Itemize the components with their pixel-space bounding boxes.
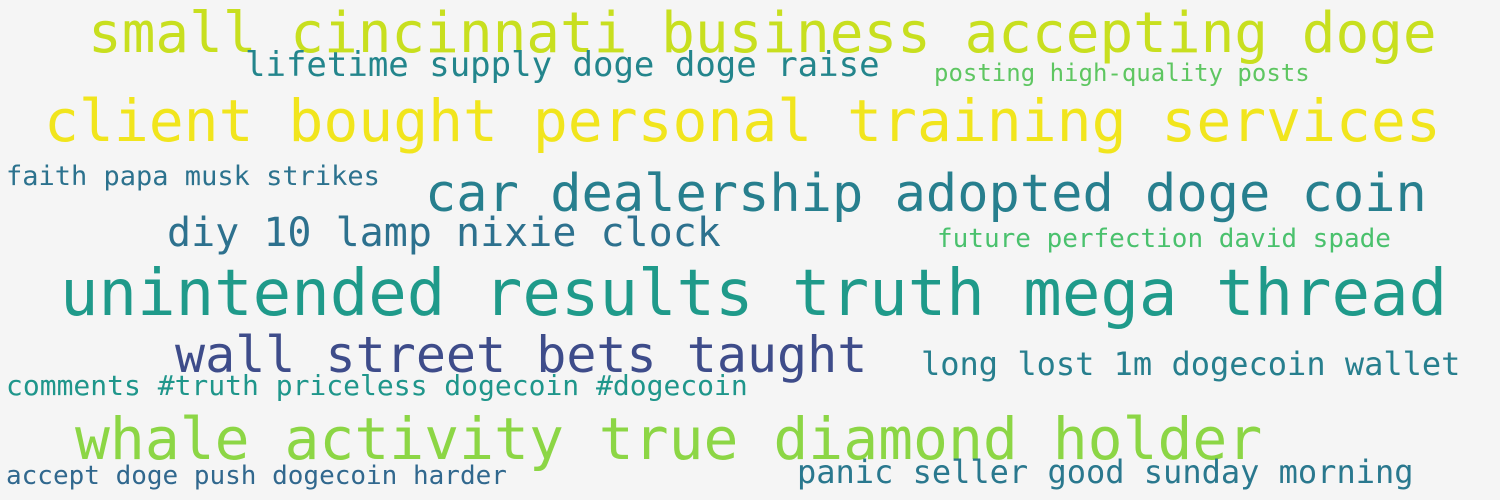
phrase-posting-high-quality: posting high-quality posts: [934, 59, 1310, 87]
phrase-unintended-results: unintended results truth mega thread: [60, 257, 1448, 331]
phrase-panic-seller: panic seller good sunday morning: [797, 453, 1414, 491]
phrase-client-bought-personal: client bought personal training services: [44, 87, 1441, 155]
phrase-wall-street-bets: wall street bets taught: [175, 326, 868, 384]
phrase-long-lost-wallet: long lost 1m dogecoin wallet: [921, 345, 1461, 383]
phrase-lifetime-supply: lifetime supply doge doge raise: [245, 45, 880, 85]
phrase-diy-nixie-clock: diy 10 lamp nixie clock: [167, 210, 721, 256]
phrase-accept-doge-push: accept doge push dogecoin harder: [6, 461, 507, 491]
phrase-comments-truth: comments #truth priceless dogecoin #doge…: [6, 369, 748, 402]
phrase-future-perfection: future perfection david spade: [937, 224, 1391, 254]
phrase-faith-papa-musk: faith papa musk strikes: [6, 161, 380, 192]
phrase-car-dealership: car dealership adopted doge coin: [425, 164, 1427, 224]
phrase-whale-activity: whale activity true diamond holder: [75, 405, 1263, 473]
phrase-small-cincinnati-business: small cincinnati business accepting doge: [88, 1, 1437, 66]
